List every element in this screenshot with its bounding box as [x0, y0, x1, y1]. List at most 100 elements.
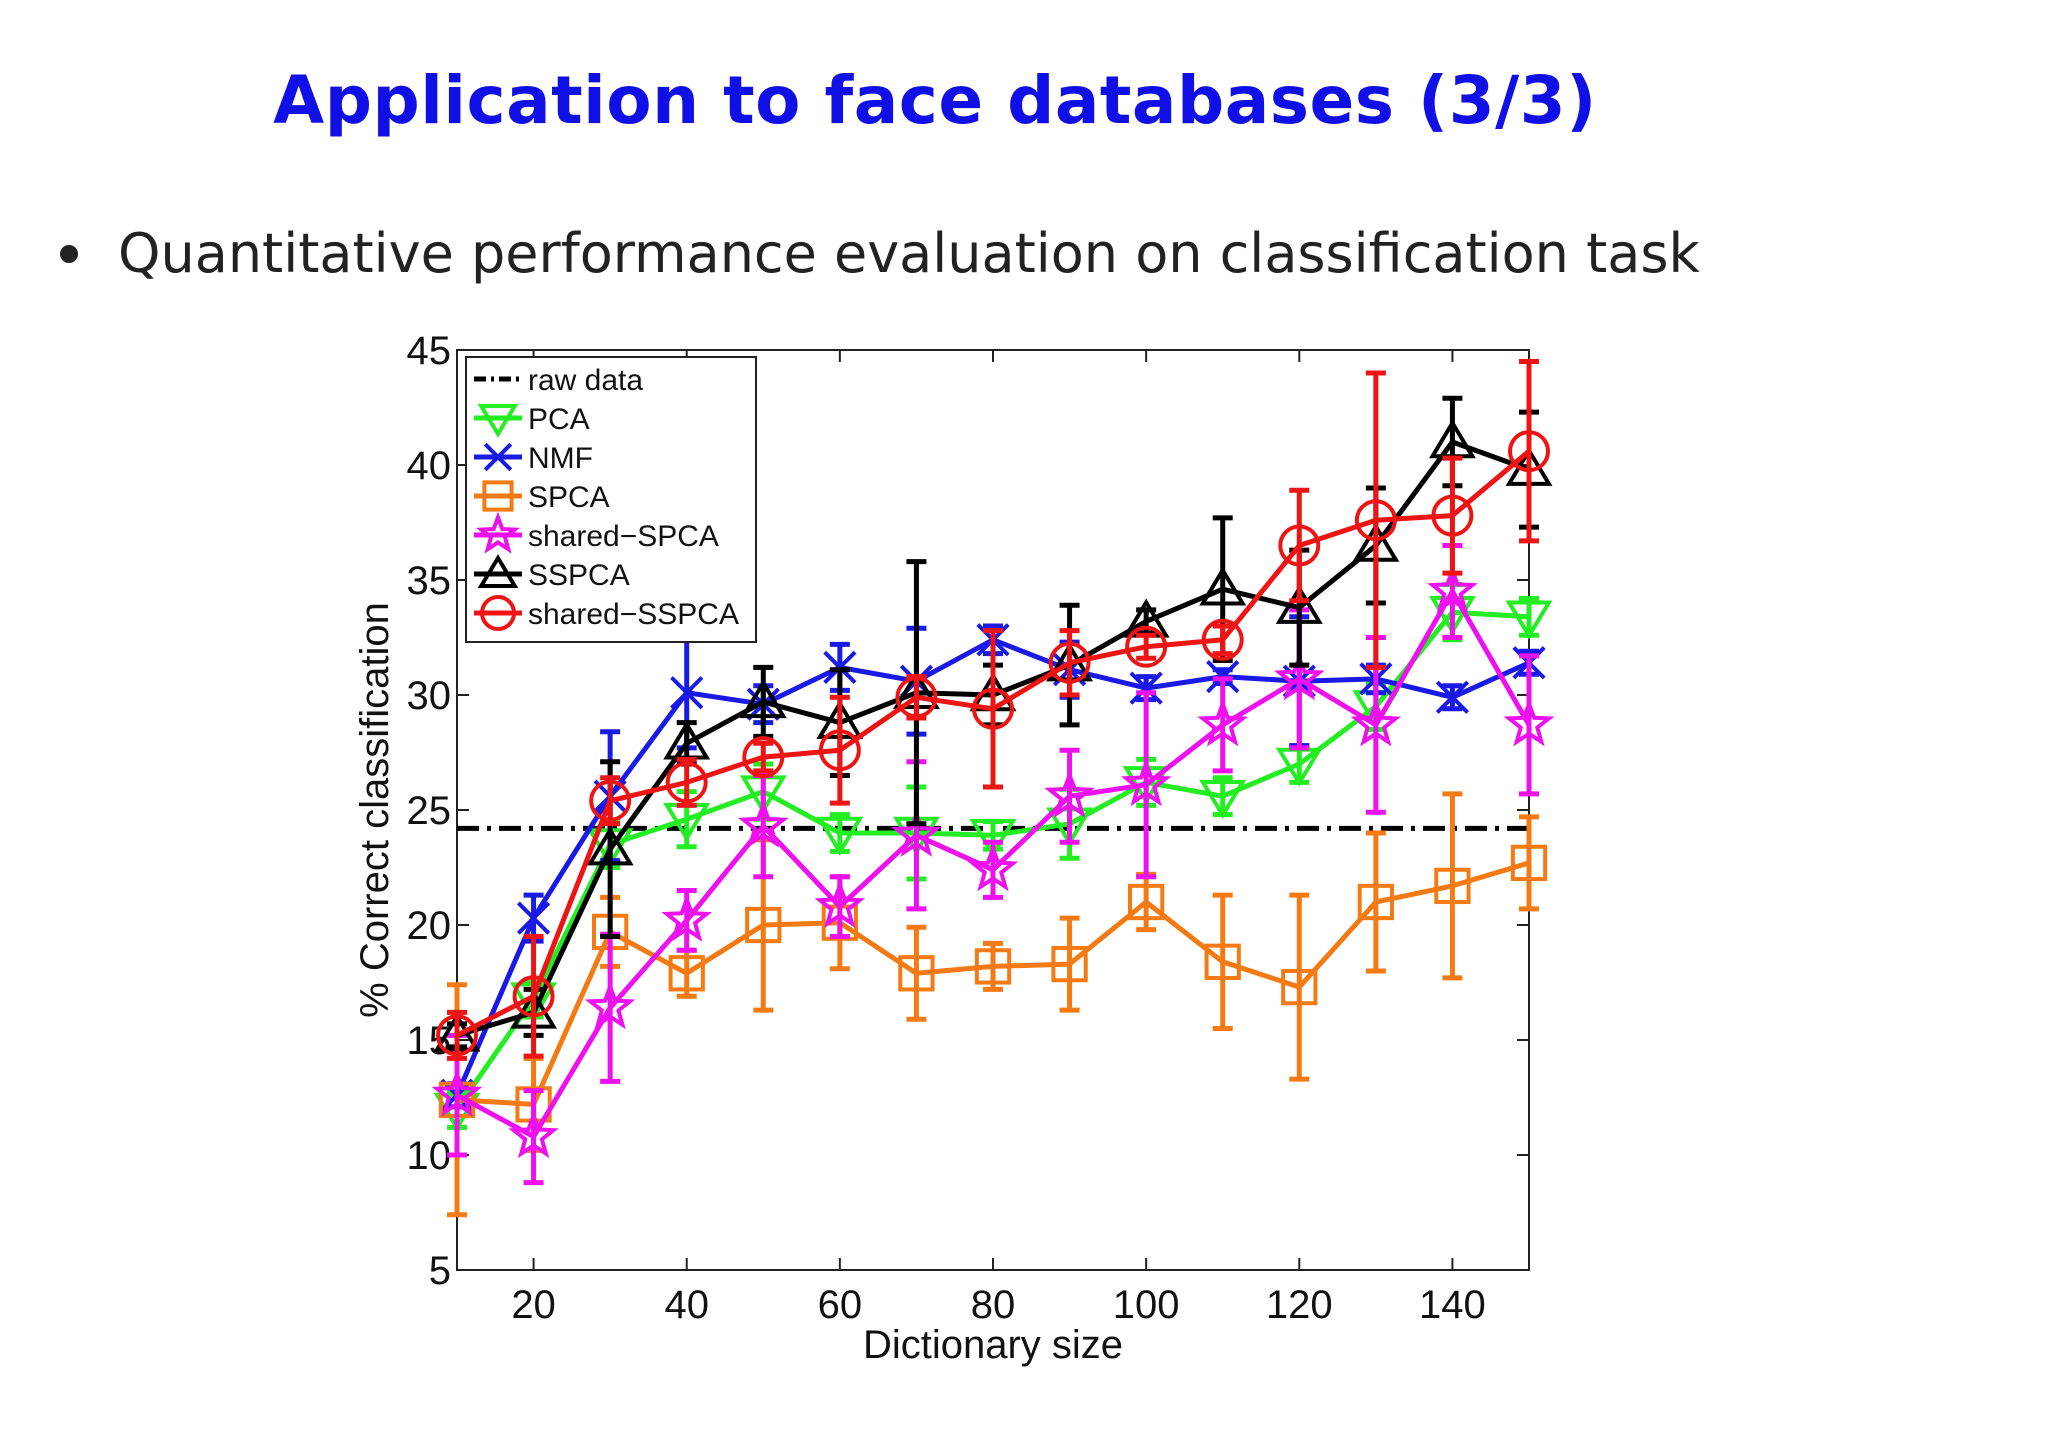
data-point-triangle-down	[969, 819, 1017, 859]
data-point-star	[1120, 758, 1172, 807]
series-shared-sspca	[436, 359, 1550, 1061]
legend-label: NMF	[528, 442, 593, 475]
x-tick-label: 100	[1113, 1283, 1180, 1327]
series-spca	[438, 791, 1548, 1218]
legend-entry: shared−SSPCA	[474, 595, 739, 631]
bullet-text: Quantitative performance evaluation on c…	[118, 222, 1700, 285]
series-line	[456, 860, 1530, 1107]
legend-label: SSPCA	[528, 559, 630, 592]
x-tick-label: 60	[818, 1283, 863, 1327]
data-point-square	[898, 955, 935, 992]
legend-entry: NMF	[474, 442, 593, 475]
data-point-star	[891, 808, 942, 857]
data-point-star	[967, 843, 1019, 892]
data-point-triangle-up	[586, 826, 634, 866]
legend-marker	[477, 404, 519, 438]
data-point-circle	[1125, 625, 1168, 668]
legend-label: shared−SSPCA	[528, 598, 739, 631]
data-point-square	[1434, 867, 1471, 905]
data-point-x	[1435, 680, 1470, 714]
legend-entry: PCA	[474, 403, 590, 438]
data-point-x	[516, 901, 551, 935]
data-point-star	[661, 893, 713, 942]
legend-label: SPCA	[528, 481, 610, 514]
data-point-star	[1503, 698, 1555, 747]
legend-entry: raw data	[474, 364, 643, 397]
data-point-square	[745, 906, 782, 944]
data-point-square	[1510, 844, 1548, 882]
data-point-square	[1051, 945, 1088, 983]
data-point-circle	[1508, 430, 1550, 473]
data-point-square	[1357, 883, 1395, 921]
data-point-circle	[1048, 641, 1091, 684]
y-tick-label: 10	[407, 1134, 452, 1178]
data-point-triangle-down	[1505, 600, 1553, 640]
series-line	[454, 609, 1530, 1111]
data-point-star	[1273, 652, 1325, 701]
data-point-circle	[589, 779, 632, 822]
x-tick-label: 80	[971, 1283, 1016, 1327]
data-point-star	[1197, 698, 1249, 747]
y-tick-label: 40	[407, 444, 452, 488]
data-point-triangle-down	[816, 816, 864, 856]
data-point-triangle-up	[739, 679, 787, 719]
y-tick-label: 25	[407, 789, 452, 833]
legend-marker	[477, 554, 519, 588]
legend-entry: SSPCA	[474, 554, 630, 592]
data-point-circle	[1431, 494, 1474, 537]
data-point-circle	[436, 1014, 478, 1057]
y-tick-label: 20	[407, 904, 452, 948]
data-point-star	[1044, 769, 1095, 818]
legend-marker	[480, 595, 516, 631]
data-point-square	[1281, 968, 1318, 1006]
legend-entry: SPCA	[474, 480, 610, 514]
data-point-circle	[1354, 499, 1397, 542]
y-tick-label: 35	[407, 559, 452, 603]
legend-marker	[483, 442, 513, 472]
y-tick-label: 5	[429, 1249, 451, 1293]
data-point-square	[1127, 883, 1165, 921]
x-tick-label: 40	[664, 1283, 709, 1327]
data-point-circle	[1278, 524, 1321, 567]
y-axis-title: % Correct classification	[353, 602, 397, 1018]
data-point-circle	[512, 975, 555, 1018]
series-line	[455, 589, 1532, 1140]
data-point-triangle-up	[1275, 584, 1323, 624]
data-point-square	[974, 948, 1012, 985]
data-point-star	[584, 981, 636, 1030]
slide-title: Application to face databases (3/3)	[273, 62, 1597, 139]
data-point-star	[1427, 564, 1478, 614]
bullet-item: Quantitative performance evaluation on c…	[60, 222, 1700, 285]
x-tick-label: 120	[1266, 1283, 1333, 1327]
data-point-star	[508, 1109, 559, 1159]
legend-marker	[475, 511, 521, 554]
data-point-circle	[1201, 618, 1244, 661]
series-layer	[431, 359, 1555, 1218]
data-point-circle	[818, 729, 861, 772]
data-point-triangle-up	[1199, 566, 1247, 606]
bullet-dot-icon	[60, 244, 78, 263]
x-axis-title: Dictionary size	[863, 1323, 1123, 1367]
legend-marker	[482, 480, 514, 512]
legend-entry: shared−SPCA	[474, 511, 719, 554]
data-point-circle	[895, 676, 938, 719]
data-point-circle	[972, 687, 1014, 730]
legend-label: raw data	[528, 364, 643, 397]
data-point-triangle-down	[1199, 779, 1247, 820]
data-point-star	[1350, 698, 1402, 747]
data-point-star	[737, 799, 789, 848]
series-line	[455, 449, 1531, 1038]
data-point-square	[1204, 943, 1241, 980]
y-tick-label: 30	[407, 674, 452, 718]
series-shared-spca	[431, 543, 1555, 1186]
x-tick-label: 20	[511, 1283, 556, 1327]
x-tick-label: 140	[1419, 1283, 1486, 1327]
data-point-star	[431, 1068, 483, 1117]
data-point-circle	[742, 736, 785, 779]
data-point-circle	[665, 761, 708, 804]
data-point-star	[814, 879, 866, 929]
data-point-x	[1129, 671, 1163, 705]
y-tick-label: 45	[407, 329, 452, 373]
legend: raw data PCA NMF SPCA shared−SPCA SSPCA shared…	[465, 356, 757, 643]
